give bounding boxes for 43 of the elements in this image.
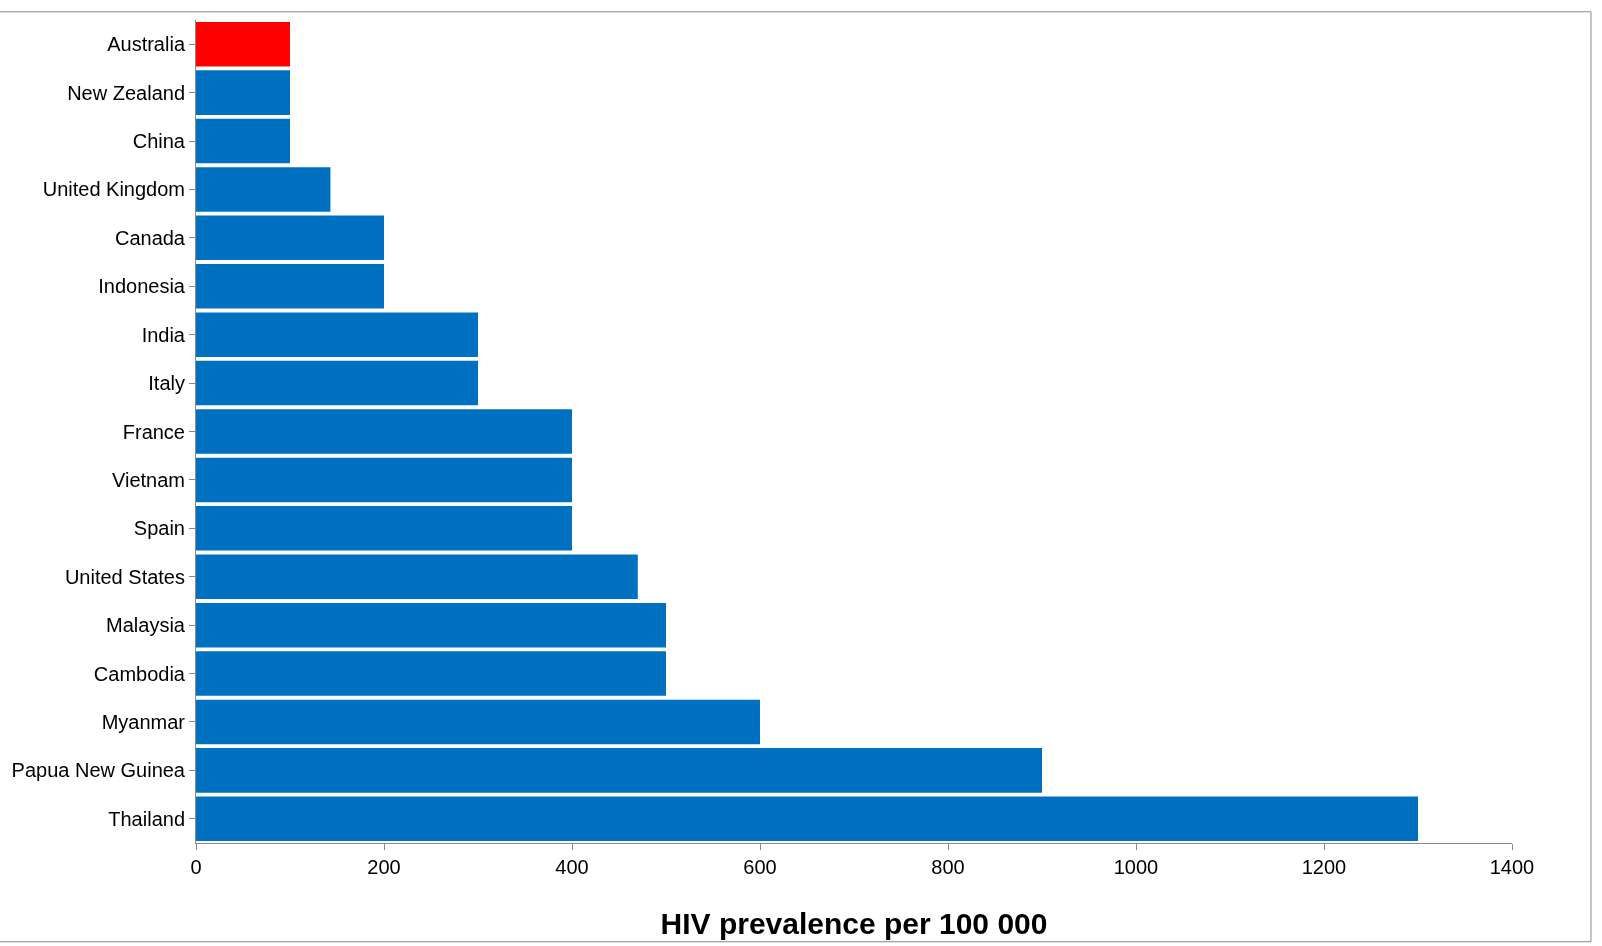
bar: [196, 360, 478, 406]
y-tick-label: Australia: [107, 33, 186, 56]
y-tick-label: Myanmar: [101, 710, 186, 733]
bar: [196, 215, 384, 261]
y-tick-label: Cambodia: [93, 662, 186, 685]
x-tick-label: 400: [555, 856, 589, 878]
bar: [196, 264, 384, 309]
bar: [196, 506, 572, 551]
bar: [196, 21, 290, 67]
x-tick-label: 800: [931, 856, 965, 878]
y-tick-label: Canada: [114, 226, 186, 249]
y-tick-label: Italy: [148, 372, 185, 395]
x-tick-label: 1000: [1113, 856, 1159, 878]
bar: [196, 602, 666, 648]
y-tick-label: Spain: [133, 517, 185, 540]
y-tick-label: New Zealand: [67, 81, 185, 104]
bar: [196, 699, 760, 745]
x-tick-label: 200: [367, 856, 401, 878]
bar: [196, 457, 572, 503]
y-tick-label: Vietnam: [111, 468, 185, 491]
y-tick-label: India: [141, 323, 186, 346]
y-tick-label: United States: [64, 565, 185, 588]
y-tick-label: Papua New Guinea: [11, 759, 186, 782]
y-tick-label: Indonesia: [98, 275, 186, 298]
y-tick-label: Thailand: [108, 807, 185, 830]
x-tick-label: 1200: [1301, 856, 1347, 878]
bar: [196, 409, 572, 454]
x-axis-title: HIV prevalence per 100 000: [660, 906, 1048, 940]
y-tick-label: France: [122, 420, 185, 443]
bar: [196, 70, 290, 115]
y-tick-label: China: [132, 130, 186, 153]
x-tick-label: 0: [190, 856, 202, 878]
x-tick-label: 1400: [1489, 856, 1535, 878]
bar: [196, 312, 478, 357]
bar: [196, 554, 638, 599]
bar: [196, 796, 1418, 842]
bar: [196, 651, 666, 696]
bar: [196, 748, 1042, 793]
y-tick-label: United Kingdom: [42, 178, 185, 201]
y-tick-label: Malaysia: [106, 614, 186, 637]
bar: [196, 167, 331, 212]
bar: [196, 118, 290, 164]
x-tick-label: 600: [743, 856, 777, 878]
